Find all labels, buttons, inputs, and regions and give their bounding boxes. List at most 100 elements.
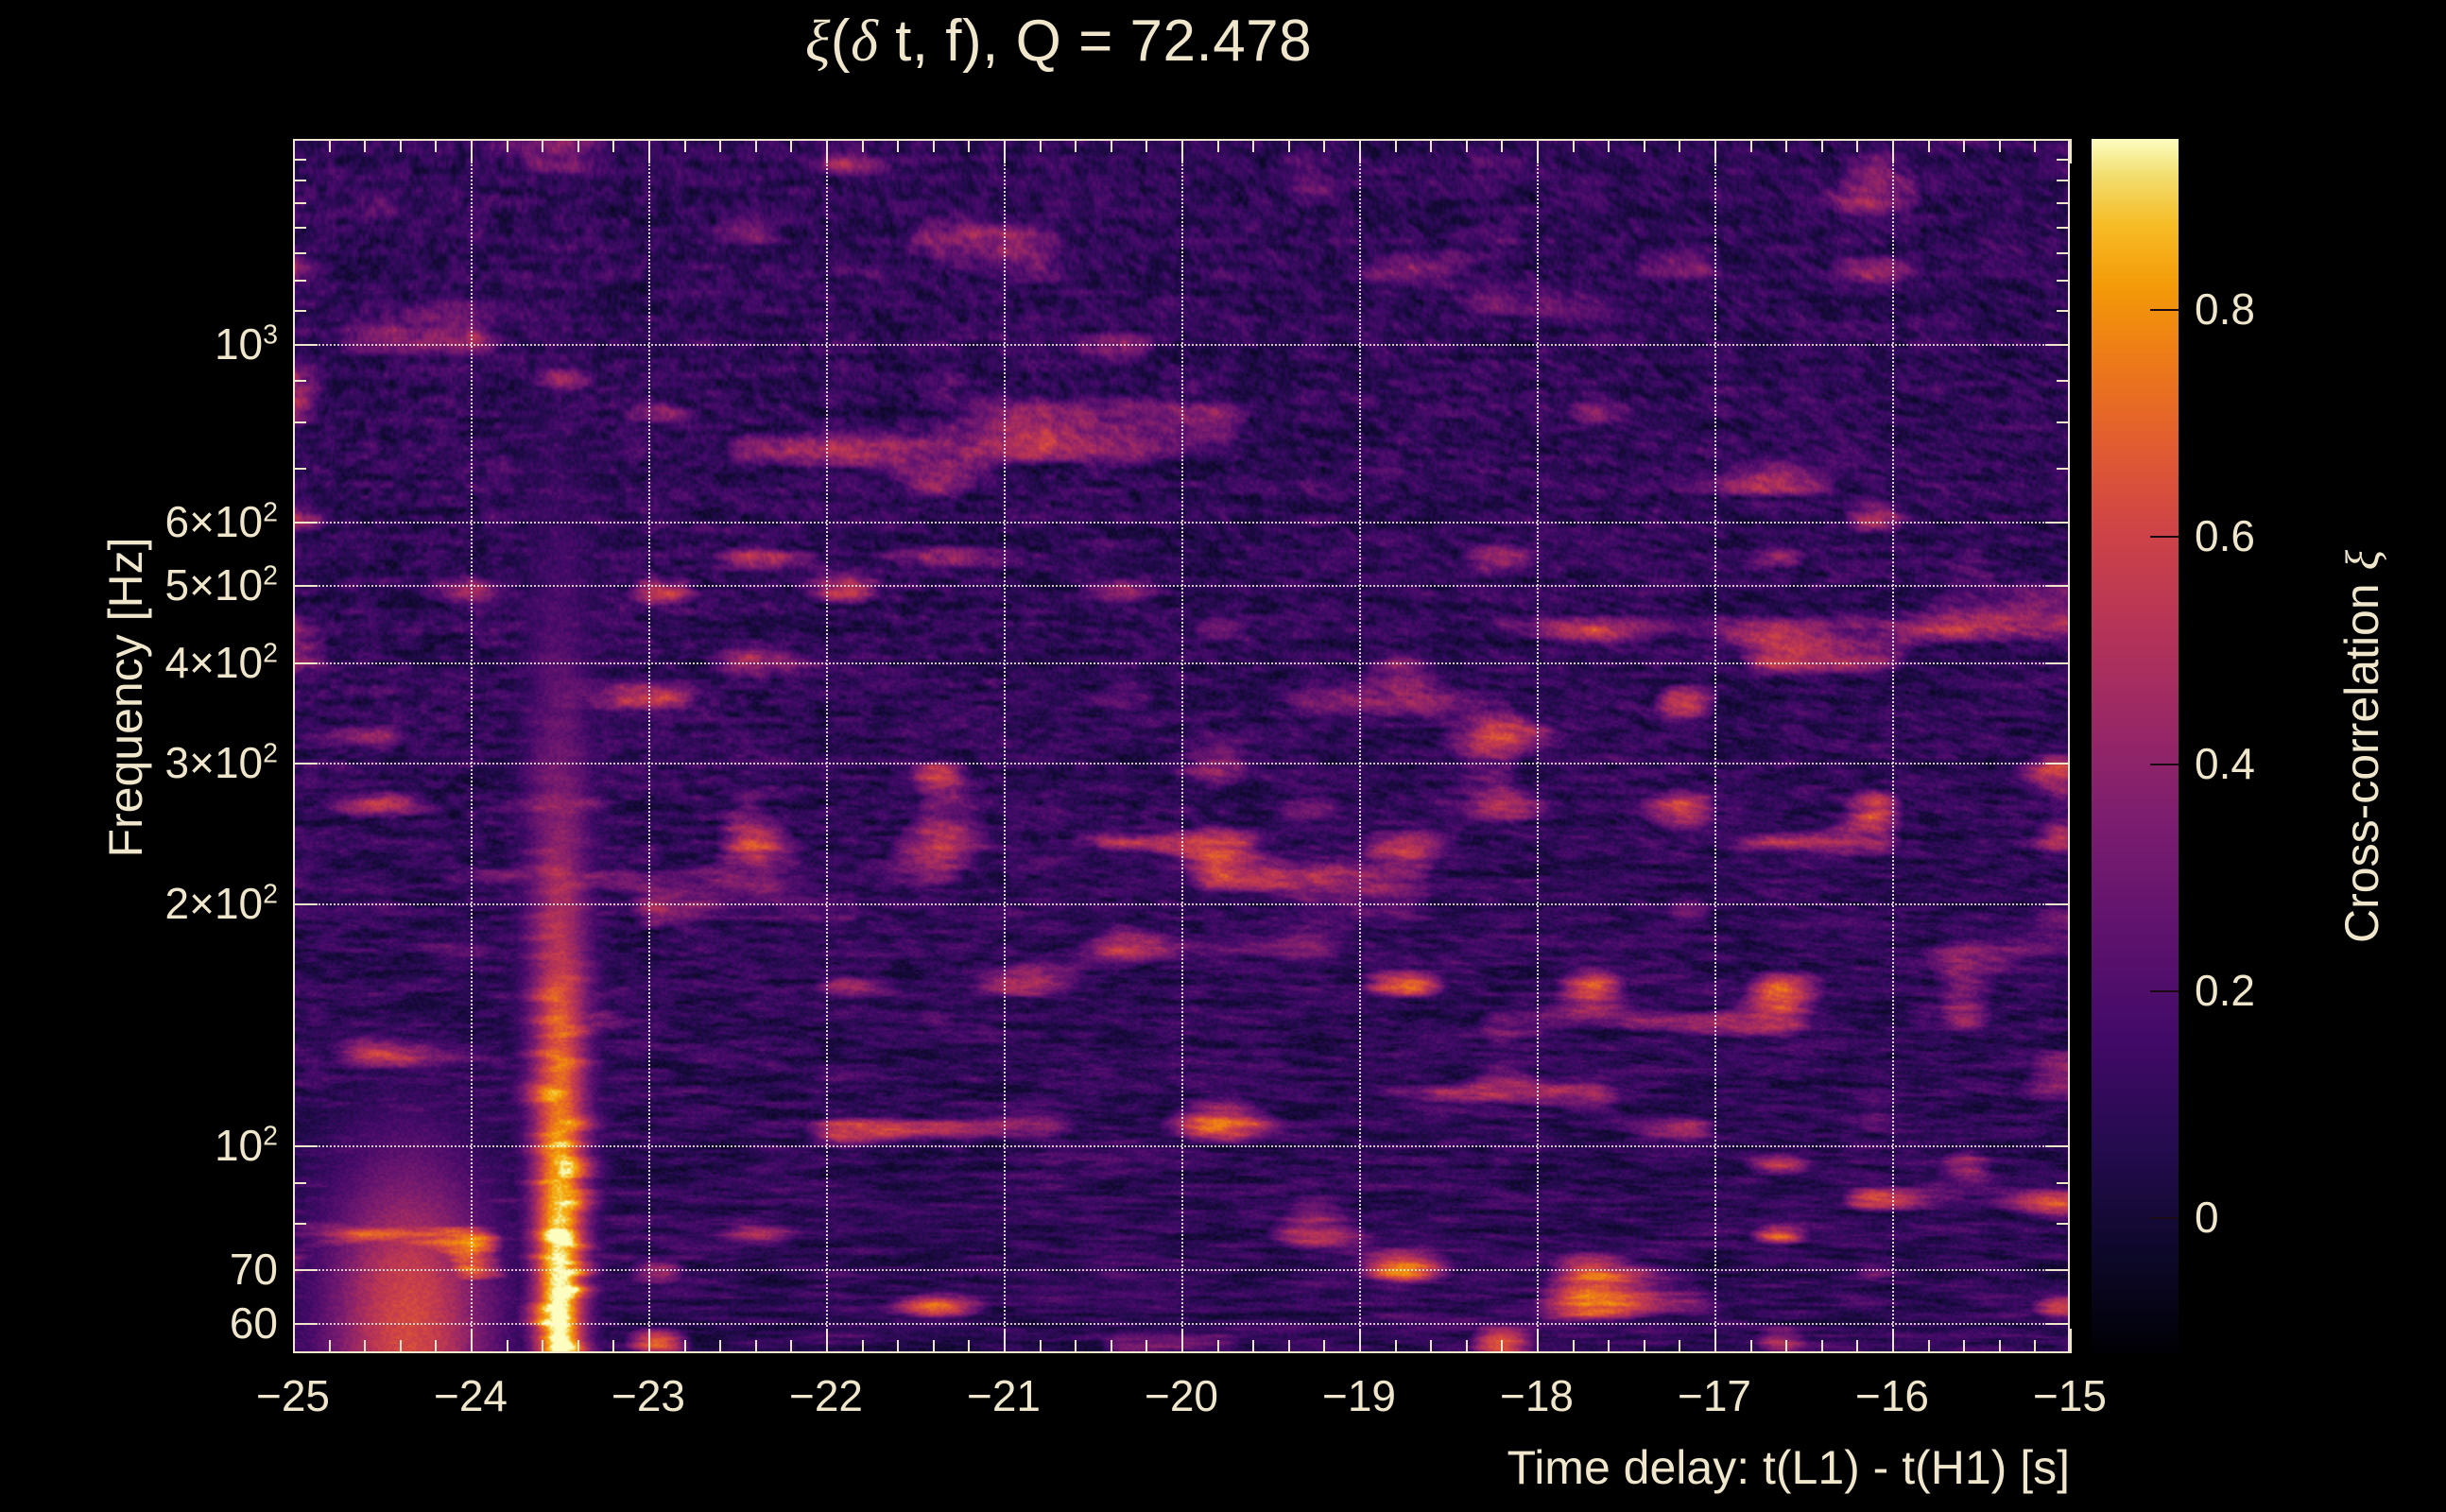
- y-axis-tick: [293, 903, 306, 906]
- y-axis-tick: [2057, 763, 2070, 765]
- x-axis-tick: [1287, 139, 1290, 152]
- colorbar-tick: [2150, 1216, 2179, 1219]
- x-axis-tick: [1856, 139, 1859, 152]
- y-axis-tick: [2057, 521, 2070, 524]
- x-axis-tick: [1963, 1340, 1966, 1353]
- x-axis-tick: [506, 139, 508, 152]
- horizontal-gridline: [293, 343, 2070, 346]
- y-axis-tick: [2057, 903, 2070, 906]
- colorbar-tick: [2150, 763, 2179, 765]
- y-axis-tick: [2057, 251, 2070, 254]
- x-axis-tick: [790, 1340, 793, 1353]
- x-tick-label: −19: [1321, 1371, 1397, 1420]
- spectrogram-plot-area[interactable]: [293, 139, 2070, 1353]
- colorbar-gradient: [2092, 139, 2179, 1353]
- x-axis-tick: [826, 139, 828, 163]
- y-tick-label: 6×102: [164, 496, 278, 546]
- colorbar-tick: [2150, 989, 2179, 992]
- x-axis-tick: [1820, 139, 1823, 152]
- x-axis-tick: [1145, 139, 1148, 152]
- x-axis-tick: [1749, 139, 1752, 152]
- x-axis-tick: [435, 1340, 438, 1353]
- colorbar-tick-label: 0.6: [2195, 511, 2255, 561]
- x-axis-tick: [577, 1340, 579, 1353]
- x-axis-tick: [612, 1340, 615, 1353]
- y-tick-label: 60: [229, 1297, 278, 1348]
- y-axis-tick: [293, 202, 306, 205]
- y-axis-tick: [293, 1181, 306, 1184]
- y-axis-tick: [2057, 584, 2070, 587]
- colorbar[interactable]: [2092, 139, 2179, 1353]
- horizontal-gridline: [293, 521, 2070, 524]
- y-axis-tick: [293, 584, 306, 587]
- y-axis-tick: [293, 280, 306, 283]
- y-axis-tick: [293, 343, 306, 346]
- vertical-gridline: [826, 139, 828, 1353]
- colorbar-tick: [2150, 536, 2179, 539]
- x-tick-label: −21: [966, 1371, 1042, 1420]
- y-tick-label: 102: [214, 1120, 278, 1170]
- x-axis-tick: [1323, 1340, 1326, 1353]
- y-axis-tick: [2057, 202, 2070, 205]
- x-axis-tick: [506, 1340, 508, 1353]
- y-axis-tick: [293, 380, 306, 383]
- colorbar-title: Cross-correlation ξ: [2335, 549, 2388, 943]
- x-axis-tick: [293, 139, 295, 163]
- x-axis-tick: [1608, 1340, 1611, 1353]
- x-axis-tick: [293, 1329, 295, 1353]
- y-axis-tick: [293, 763, 306, 765]
- x-axis-tick: [1998, 1340, 2001, 1353]
- y-axis-tick: [2057, 1181, 2070, 1184]
- x-axis-tick: [1679, 139, 1681, 152]
- horizontal-gridline: [293, 903, 2070, 906]
- x-axis-tick: [1643, 139, 1645, 152]
- y-axis-tick: [2057, 1222, 2070, 1225]
- x-axis-tick: [328, 139, 331, 152]
- x-axis-tick: [1216, 139, 1219, 152]
- x-axis-tick: [719, 139, 722, 152]
- horizontal-gridline: [293, 584, 2070, 587]
- x-tick-label: −22: [788, 1371, 864, 1420]
- x-axis-tick: [1714, 139, 1716, 163]
- y-tick-label: 2×102: [164, 879, 278, 929]
- x-axis-tick: [1537, 139, 1539, 163]
- x-axis-tick: [1927, 1340, 1930, 1353]
- x-axis-tick: [1430, 1340, 1433, 1353]
- y-axis-tick: [293, 1222, 306, 1225]
- x-axis-tick: [1181, 139, 1183, 163]
- y-axis-tick: [2057, 226, 2070, 229]
- x-axis-tick: [1749, 1340, 1752, 1353]
- x-axis-tick: [1430, 139, 1433, 152]
- vertical-gridline: [648, 139, 650, 1353]
- x-tick-label: −24: [433, 1371, 508, 1420]
- x-axis-tick: [471, 1329, 473, 1353]
- x-axis-tick: [1359, 139, 1361, 163]
- x-tick-label: −18: [1499, 1371, 1575, 1420]
- x-axis-tick: [1323, 139, 1326, 152]
- vertical-gridline: [1714, 139, 1716, 1353]
- x-axis-tick: [1785, 139, 1788, 152]
- x-axis-title: Time delay: t(L1) - t(H1) [s]: [1507, 1441, 2070, 1494]
- x-axis-tick: [1892, 139, 1894, 163]
- x-tick-label: −16: [1854, 1371, 1930, 1420]
- x-axis-tick: [2070, 1329, 2072, 1353]
- horizontal-gridline: [293, 1144, 2070, 1147]
- x-axis-tick: [719, 1340, 722, 1353]
- y-axis-tick: [293, 180, 306, 182]
- y-axis-tick: [2057, 421, 2070, 423]
- x-axis-tick: [790, 139, 793, 152]
- horizontal-gridline: [293, 1269, 2070, 1272]
- colorbar-tick-label: 0.2: [2195, 965, 2255, 1015]
- x-axis-tick: [328, 1340, 331, 1353]
- x-axis-tick: [1394, 1340, 1397, 1353]
- x-axis-tick: [1075, 1340, 1077, 1353]
- q-value: 72.478: [1129, 9, 1313, 74]
- x-tick-label: −23: [611, 1371, 686, 1420]
- x-axis-tick: [399, 1340, 402, 1353]
- x-axis-tick: [968, 1340, 971, 1353]
- y-tick-label: 70: [229, 1245, 278, 1295]
- x-axis-tick: [1145, 1340, 1148, 1353]
- x-axis-tick: [1572, 139, 1575, 152]
- y-axis-tick: [2057, 1322, 2070, 1325]
